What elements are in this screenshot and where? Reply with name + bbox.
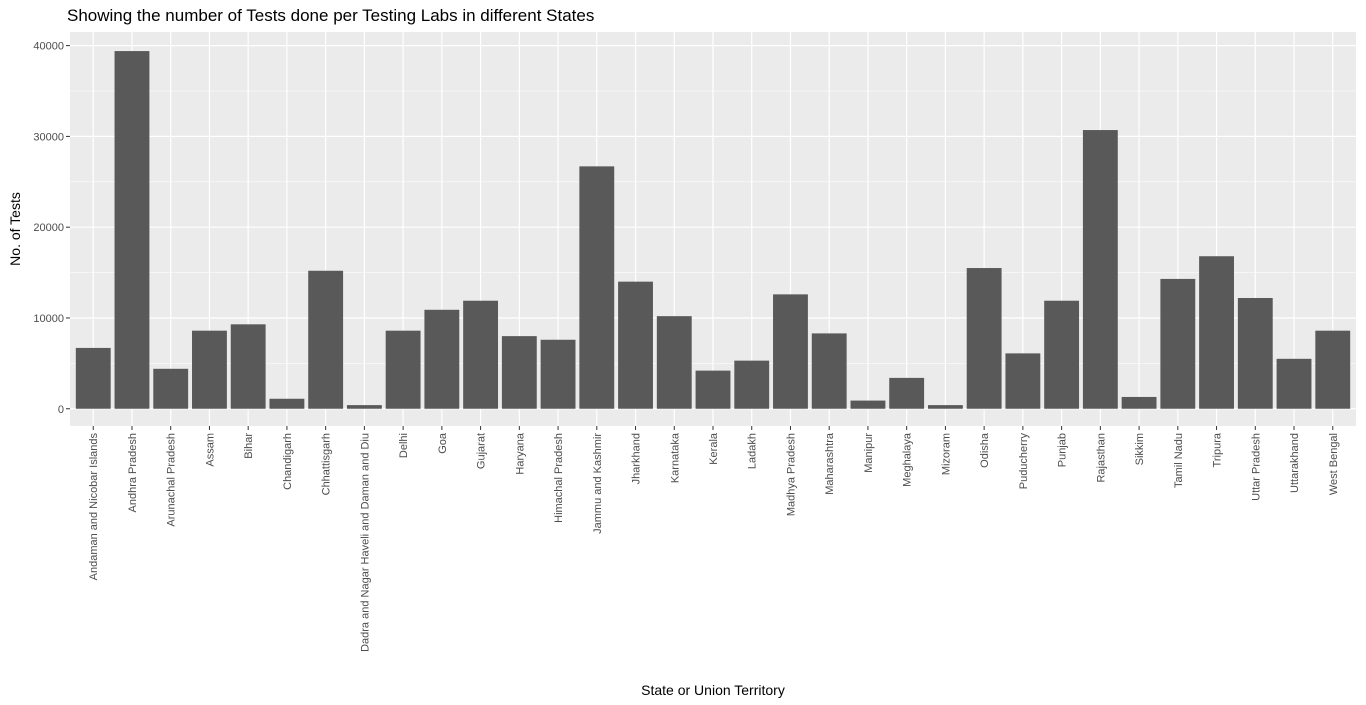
x-tick-label: Delhi (398, 433, 410, 458)
bar (579, 166, 615, 409)
y-tick-label: 30000 (33, 131, 64, 143)
bar (656, 316, 692, 409)
bar (230, 324, 266, 409)
x-tick-label: Mizoram (940, 433, 952, 475)
bar (153, 368, 189, 409)
x-tick-label: Tripura (1212, 432, 1224, 467)
bar (695, 370, 731, 409)
bar (75, 347, 111, 409)
bar (269, 398, 305, 409)
x-tick-label: Chandigarh (282, 433, 294, 490)
bar (889, 377, 925, 409)
bar (1082, 130, 1118, 409)
x-tick-label: Kerala (708, 432, 720, 465)
x-tick-label: Punjab (1057, 433, 1069, 467)
bar (308, 270, 344, 409)
x-tick-label: Uttarakhand (1289, 433, 1301, 493)
x-tick-label: Meghalaya (902, 432, 914, 487)
x-tick-label: Gujarat (476, 433, 488, 469)
y-tick-label: 20000 (33, 222, 64, 234)
bar (346, 405, 382, 409)
bar (734, 360, 770, 409)
x-tick-label: Assam (204, 433, 216, 467)
x-tick-label: Ladakh (747, 433, 759, 469)
bar (501, 336, 537, 409)
bar (811, 333, 847, 409)
bar (1044, 300, 1080, 409)
bar (385, 330, 421, 409)
bar (618, 281, 653, 409)
y-tick-label: 40000 (33, 41, 64, 53)
x-tick-label: Haryana (514, 432, 526, 474)
x-tick-label: Himachal Pradesh (553, 433, 565, 523)
x-tick-label: Arunachal Pradesh (166, 433, 178, 527)
bar (773, 294, 808, 409)
bars (75, 51, 1351, 409)
bar (1160, 278, 1196, 409)
x-tick-label: Andhra Pradesh (127, 433, 139, 513)
bar (424, 309, 460, 409)
bar (966, 268, 1002, 409)
bar (927, 405, 963, 409)
bar (1276, 358, 1312, 409)
y-axis-title: No. of Tests (7, 192, 23, 266)
x-tick-label: Maharashtra (824, 432, 836, 495)
x-tick-label: Andaman and Nicobar Islands (88, 433, 100, 581)
x-tick-label: Jharkhand (631, 433, 643, 484)
x-tick-label: Rajasthan (1095, 433, 1107, 483)
x-tick-label: West Bengal (1328, 433, 1340, 495)
x-axis-title: State or Union Territory (641, 682, 785, 698)
bar (192, 330, 227, 409)
bar (850, 400, 886, 409)
chart-title: Showing the number of Tests done per Tes… (67, 6, 595, 25)
x-tick-label: Bihar (243, 433, 255, 459)
x-tick-label: Odisha (979, 432, 991, 468)
bar (463, 300, 499, 409)
x-tick-label: Goa (437, 432, 449, 454)
y-axis: 0 10000 20000 30000 40000 (33, 41, 70, 416)
bar (1199, 256, 1234, 409)
y-tick-label: 10000 (33, 313, 64, 325)
bar (540, 339, 576, 409)
y-tick-label: 0 (58, 404, 64, 416)
bar (1005, 353, 1041, 409)
x-tick-label: Chhattisgarh (321, 433, 333, 495)
x-tick-label: Madhya Pradesh (785, 433, 797, 516)
x-tick-label: Dadra and Nagar Haveli and Daman and Diu (359, 433, 371, 652)
x-tick-label: Manipur (863, 433, 875, 473)
x-tick-label: Tamil Nadu (1173, 433, 1185, 488)
x-tick-label: Uttar Pradesh (1250, 433, 1262, 501)
bar (1315, 330, 1351, 409)
x-tick-label: Karnataka (669, 432, 681, 483)
bar (1121, 396, 1157, 409)
x-tick-label: Jammu and Kashmir (592, 433, 604, 534)
x-tick-label: Sikkim (1134, 433, 1146, 465)
x-axis: Andaman and Nicobar Islands Andhra Prades… (88, 426, 1340, 652)
bar (1237, 297, 1273, 409)
x-tick-label: Puducherry (1018, 433, 1030, 490)
bar (114, 51, 150, 409)
